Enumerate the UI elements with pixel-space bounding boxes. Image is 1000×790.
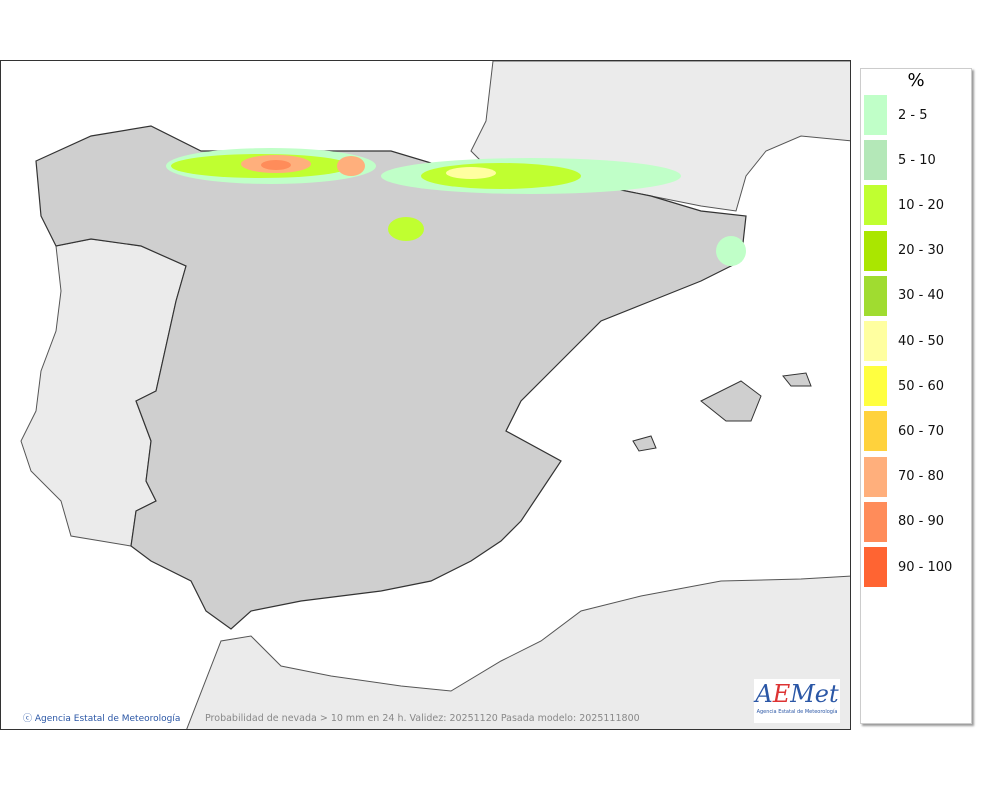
credit-text: Agencia Estatal de Meteorología — [34, 714, 181, 724]
legend-swatch — [864, 366, 887, 407]
snow-probability-map[interactable]: ⓒ Agencia Estatal de Meteorología Probab… — [0, 60, 851, 730]
legend-item: 5 - 10 — [864, 140, 936, 181]
menorca-island — [782, 372, 812, 387]
legend-item: 70 - 80 — [864, 456, 945, 497]
legend-item: 60 - 70 — [864, 411, 945, 452]
legend-label: 60 - 70 — [898, 423, 945, 439]
legend-swatch — [864, 547, 887, 587]
legend-item: 80 - 90 — [864, 501, 945, 542]
legend-title: % — [907, 70, 925, 91]
legend-item: 20 - 30 — [864, 230, 945, 271]
legend-swatch — [864, 275, 887, 316]
map-caption: Probabilidad de nevada > 10 mm en 24 h. … — [205, 713, 640, 724]
legend-swatch — [864, 230, 887, 271]
legend-label: 70 - 80 — [898, 469, 945, 485]
legend-label: 50 - 60 — [898, 378, 945, 394]
snow-probability-areas — [166, 148, 746, 266]
legend-label: 10 - 20 — [898, 197, 945, 213]
legend-item: 40 - 50 — [864, 321, 944, 361]
ibiza-island — [632, 435, 657, 452]
legend-swatch — [864, 140, 887, 181]
legend-item: 30 - 40 — [864, 275, 945, 316]
legend-swatch — [864, 321, 887, 361]
africa-landmass — [186, 575, 850, 729]
copyright-credit[interactable]: ⓒ Agencia Estatal de Meteorología — [23, 714, 181, 724]
legend-item: 10 - 20 — [864, 185, 945, 226]
legend-label: 5 - 10 — [898, 152, 936, 168]
map-canvas — [20, 61, 850, 729]
legend-label: 90 - 100 — [898, 559, 953, 575]
legend-swatch — [864, 411, 887, 452]
legend-item: 50 - 60 — [864, 366, 945, 407]
legend-label: 2 - 5 — [898, 107, 928, 123]
mallorca-island — [700, 380, 762, 422]
legend-swatch — [864, 456, 887, 497]
legend-label: 20 - 30 — [898, 243, 945, 259]
legend: % 2 - 5 5 - 10 10 - 20 20 - 30 30 - 40 40 - 5… — [860, 68, 972, 724]
legend-swatch — [864, 95, 887, 135]
legend-label: 30 - 40 — [898, 288, 945, 304]
legend-swatch — [864, 501, 887, 542]
legend-swatch — [864, 185, 887, 226]
legend-item: 2 - 5 — [864, 95, 928, 135]
aemet-logo: AEMet Agencia Estatal de Meteorología — [754, 679, 840, 723]
legend-label: 80 - 90 — [898, 514, 945, 530]
legend-item: 90 - 100 — [864, 547, 952, 587]
legend-label: 40 - 50 — [898, 333, 945, 349]
